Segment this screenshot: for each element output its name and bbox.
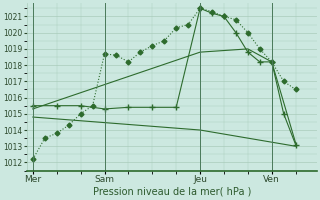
X-axis label: Pression niveau de la mer( hPa ): Pression niveau de la mer( hPa ) [92, 187, 251, 197]
